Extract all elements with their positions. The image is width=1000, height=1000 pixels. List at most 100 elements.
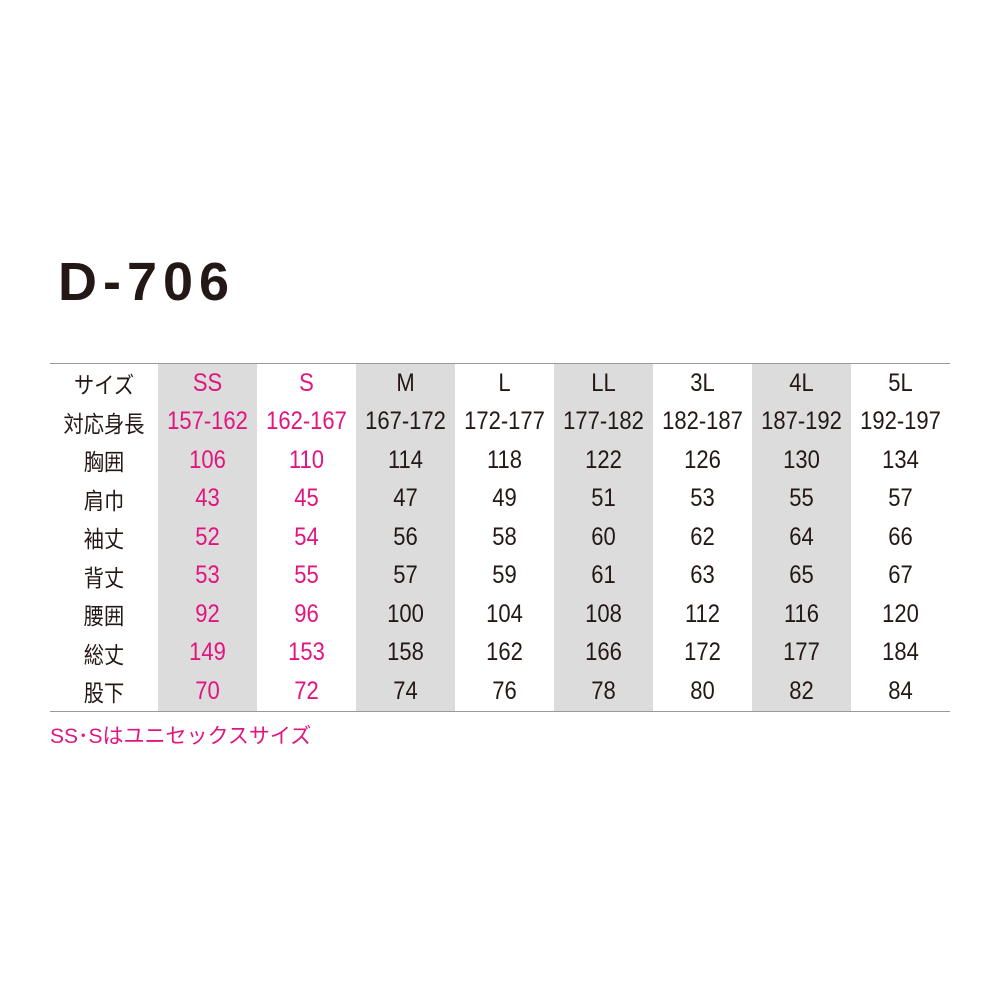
table-cell: 118 [486, 445, 523, 474]
size-header-container: 4L [752, 364, 851, 403]
table-cell: 53 [195, 561, 220, 590]
table-cell-container: 122 [554, 441, 653, 480]
table-cell: 63 [690, 561, 715, 590]
table-cell: 114 [387, 445, 424, 474]
size-header-container: M [356, 364, 455, 403]
table-row: 総丈 149 153 158 162 166 172 177 184 [50, 633, 950, 673]
size-chart-table: サイズ SS S M L LL 3L 4L 5L 対応身長 157-162 162-167 167-17… [50, 363, 950, 712]
size-header: 3L [690, 368, 715, 397]
table-cell-container: 172-177 [455, 403, 554, 442]
table-cell: 187-192 [761, 407, 842, 436]
table-cell: 78 [591, 676, 616, 705]
table-cell-container: 130 [752, 441, 851, 480]
table-cell: 59 [492, 561, 517, 590]
row-label: 胸囲 [83, 449, 125, 476]
table-cell: 134 [882, 445, 919, 474]
table-cell-container: 57 [356, 556, 455, 595]
table-cell-container: 162-167 [257, 403, 356, 442]
table-cell-container: 92 [158, 595, 257, 634]
table-cell: 56 [393, 522, 418, 551]
table-cell-container: 96 [257, 595, 356, 634]
table-cell-container: 43 [158, 479, 257, 518]
table-cell-container: 62 [653, 518, 752, 557]
table-cell-container: 47 [356, 479, 455, 518]
size-header: 5L [888, 368, 913, 397]
table-cell: 184 [882, 638, 919, 667]
table-cell-container: 120 [851, 595, 950, 634]
table-cell-container: 65 [752, 556, 851, 595]
table-cell: 53 [690, 484, 715, 513]
table-cell: 64 [789, 522, 814, 551]
table-cell: 157-162 [167, 407, 248, 436]
table-cell-container: 84 [851, 672, 950, 711]
table-cell: 158 [387, 638, 424, 667]
table-cell: 57 [393, 561, 418, 590]
table-cell-container: 57 [851, 480, 950, 519]
table-cell-container: 167-172 [356, 402, 455, 441]
table-row: 対応身長 157-162 162-167 167-172 172-177 177-182 1… [50, 402, 950, 442]
table-cell-container: 149 [158, 633, 257, 672]
table-cell-container: 76 [455, 672, 554, 711]
table-cell-container: 59 [455, 557, 554, 596]
table-cell: 153 [288, 638, 325, 667]
table-cell-container: 52 [158, 518, 257, 557]
size-header-container: 3L [653, 364, 752, 403]
table-cell: 52 [195, 522, 220, 551]
table-cell-container: 192-197 [851, 403, 950, 442]
table-row: 背丈 53 55 57 59 61 63 65 67 [50, 556, 950, 596]
table-cell: 61 [591, 561, 616, 590]
table-cell: 51 [591, 484, 616, 513]
table-row: 袖丈 52 54 56 58 60 62 64 66 [50, 518, 950, 557]
table-cell: 96 [294, 599, 319, 628]
table-cell: 120 [882, 599, 919, 628]
table-cell: 116 [783, 599, 820, 628]
table-cell-container: 51 [554, 479, 653, 518]
table-cell-container: 182-187 [653, 403, 752, 442]
row-label: 肩巾 [83, 487, 125, 514]
row-label: 袖丈 [83, 526, 125, 553]
table-cell: 43 [195, 484, 220, 513]
table-cell: 54 [294, 522, 319, 551]
table-cell-container: 55 [752, 479, 851, 518]
row-label-container: 胸囲 [50, 441, 158, 480]
table-cell-container: 112 [653, 595, 752, 634]
table-cell-container: 187-192 [752, 402, 851, 441]
row-label-container: 背丈 [50, 557, 158, 596]
table-cell: 72 [294, 676, 319, 705]
table-cell-container: 108 [554, 595, 653, 634]
table-cell-container: 55 [257, 557, 356, 596]
table-cell-container: 70 [158, 672, 257, 711]
table-cell-container: 158 [356, 633, 455, 672]
product-code-title: D-706 [58, 252, 236, 312]
table-cell-container: 80 [653, 672, 752, 711]
table-cell-container: 104 [455, 595, 554, 634]
table-cell-container: 72 [257, 672, 356, 711]
table-cell: 58 [492, 522, 517, 551]
table-cell-container: 49 [455, 480, 554, 519]
table-cell: 66 [888, 522, 913, 551]
row-label-container: 対応身長 [50, 403, 158, 442]
table-cell-container: 61 [554, 556, 653, 595]
row-label-container: サイズ [50, 364, 158, 403]
header-row: サイズ SS S M L LL 3L 4L 5L [50, 364, 950, 403]
table-cell: 74 [393, 676, 418, 705]
table-cell: 55 [294, 561, 319, 590]
table-cell-container: 126 [653, 441, 752, 480]
size-header-container: 5L [851, 364, 950, 403]
table-cell: 84 [888, 676, 913, 705]
table-cell-container: 53 [158, 556, 257, 595]
row-label-container: 総丈 [50, 634, 158, 673]
row-label: 総丈 [83, 641, 125, 668]
row-label-container: 袖丈 [50, 518, 158, 557]
table-cell: 162-167 [266, 407, 347, 436]
table-cell-container: 153 [257, 634, 356, 673]
table-cell: 177-182 [563, 407, 644, 436]
table-cell-container: 106 [158, 441, 257, 480]
table-cell-container: 118 [455, 441, 554, 480]
table-cell-container: 63 [653, 557, 752, 596]
table-cell-container: 116 [752, 595, 851, 634]
table-cell: 80 [690, 676, 715, 705]
table-cell: 60 [591, 522, 616, 551]
size-header: SS [192, 368, 223, 397]
table-cell-container: 166 [554, 633, 653, 672]
